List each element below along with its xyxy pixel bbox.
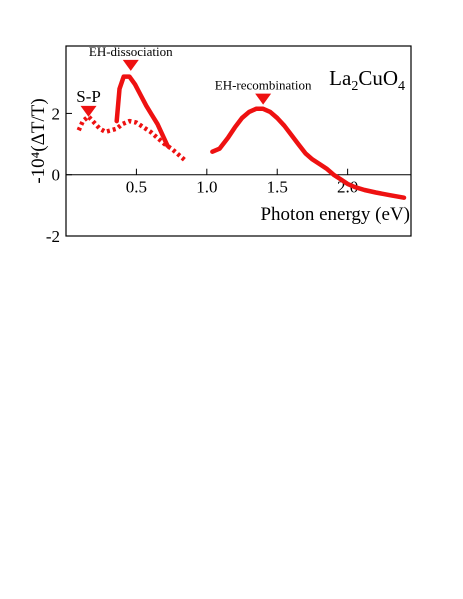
formula-text: CuO	[358, 66, 398, 90]
solid-series-line-2	[210, 106, 407, 200]
formula-subscript: 2	[351, 79, 358, 94]
tick-labels: 0.5 1.0 1.5 2.020-2	[46, 104, 358, 246]
peak-marker-triangle	[255, 93, 272, 105]
peak-marker-triangle	[122, 59, 139, 71]
y-tick-label: 0	[52, 166, 61, 185]
formula-subscript: 4	[398, 79, 405, 94]
y-tick-label: 2	[52, 104, 61, 123]
dotted-series-line	[76, 114, 188, 163]
y-axis-label: -10⁴(ΔT/T)	[28, 98, 49, 183]
x-axis-label: Photon energy (eV)	[260, 204, 410, 225]
peak-marker-label: S-P	[76, 87, 101, 106]
x-tick-label: 1.0	[196, 178, 217, 197]
peak-marker-triangle	[80, 105, 97, 117]
plot-frame	[65, 45, 412, 237]
solid-series-line-0	[114, 74, 170, 148]
peak-markers: S-P EH-dissociation EH-recombination	[76, 44, 312, 117]
series-group	[76, 74, 407, 200]
x-tick-label: 1.5	[267, 178, 288, 197]
x-tick-label: 0.5	[126, 178, 147, 197]
axis-ticks	[66, 112, 349, 237]
peak-marker-label: EH-recombination	[215, 78, 312, 93]
y-tick-label: -2	[46, 227, 60, 246]
formula-text: La	[329, 66, 352, 90]
compound-formula: La2CuO4	[329, 66, 405, 94]
peak-marker-label: EH-dissociation	[89, 44, 173, 59]
